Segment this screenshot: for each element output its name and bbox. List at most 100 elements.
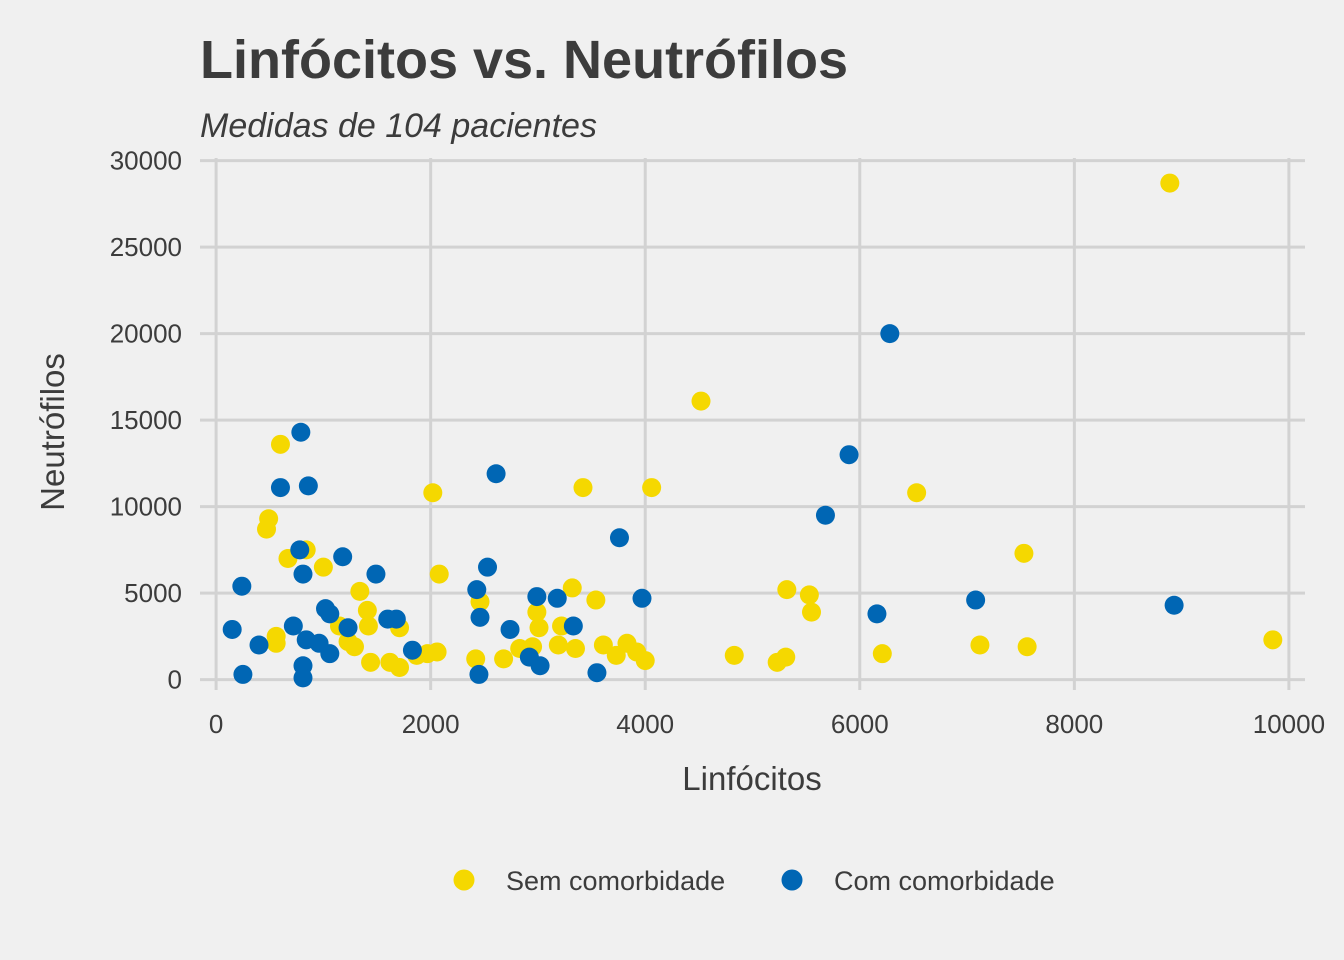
point-sem-comorbidade	[350, 581, 370, 601]
point-sem-comorbidade	[565, 638, 585, 658]
point-com-comorbidade	[320, 604, 340, 624]
point-com-comorbidade	[232, 576, 252, 596]
point-sem-comorbidade	[1014, 543, 1034, 563]
x-tick-label: 4000	[616, 709, 674, 739]
chart-subtitle: Medidas de 104 pacientes	[200, 107, 597, 145]
point-sem-comorbidade	[266, 633, 286, 653]
point-com-comorbidade	[283, 616, 303, 636]
point-sem-comorbidade	[548, 635, 568, 655]
point-sem-comorbidade	[344, 637, 364, 657]
y-tick-label: 10000	[110, 492, 182, 522]
point-com-comorbidade	[609, 528, 629, 548]
point-com-comorbidade	[1164, 595, 1184, 615]
chart-title: Linfócitos vs. Neutrófilos	[200, 30, 848, 90]
y-tick-label: 15000	[110, 405, 182, 435]
point-sem-comorbidade	[390, 658, 410, 678]
point-sem-comorbidade	[1160, 173, 1180, 193]
point-sem-comorbidade	[691, 391, 711, 411]
point-sem-comorbidade	[907, 483, 927, 503]
point-com-comorbidade	[290, 540, 310, 560]
point-com-comorbidade	[527, 587, 547, 607]
point-sem-comorbidade	[527, 602, 547, 622]
point-com-comorbidade	[500, 619, 520, 639]
point-com-comorbidade	[470, 607, 490, 627]
point-com-comorbidade	[547, 588, 567, 608]
point-sem-comorbidade	[586, 590, 606, 610]
point-sem-comorbidade	[642, 478, 662, 498]
point-com-comorbidade	[293, 564, 313, 584]
point-com-comorbidade	[478, 557, 498, 577]
legend-item-com-comorbidade-marker	[781, 869, 803, 891]
point-com-comorbidade	[298, 476, 318, 496]
y-tick-label: 0	[168, 665, 182, 695]
point-com-comorbidade	[966, 590, 986, 610]
point-com-comorbidade	[467, 580, 487, 600]
point-sem-comorbidade	[466, 649, 486, 669]
x-tick-label: 8000	[1045, 709, 1103, 739]
point-sem-comorbidade	[494, 649, 514, 669]
point-sem-comorbidade	[799, 585, 819, 605]
point-sem-comorbidade	[970, 635, 990, 655]
point-com-comorbidade	[632, 588, 652, 608]
point-com-comorbidade	[469, 664, 489, 684]
point-sem-comorbidade	[313, 557, 333, 577]
point-sem-comorbidade	[257, 519, 277, 539]
point-sem-comorbidade	[872, 644, 892, 664]
x-tick-label: 2000	[402, 709, 460, 739]
point-com-comorbidade	[320, 644, 340, 664]
legend-item-sem-comorbidade-marker	[453, 869, 475, 891]
point-sem-comorbidade	[429, 564, 449, 584]
x-axis-ticks: 0 2000 4000 6000 8000 10000	[209, 709, 1325, 739]
point-com-comorbidade	[486, 464, 506, 484]
y-tick-label: 30000	[110, 146, 182, 176]
point-sem-comorbidade	[573, 478, 593, 498]
point-sem-comorbidade	[361, 652, 381, 672]
point-sem-comorbidade	[423, 483, 443, 503]
point-com-comorbidade	[233, 664, 253, 684]
point-sem-comorbidade	[777, 580, 797, 600]
point-com-comorbidade	[402, 640, 422, 660]
y-tick-label: 25000	[110, 232, 182, 262]
legend-item-com-comorbidade-label: Com comorbidade	[834, 866, 1055, 896]
point-sem-comorbidade	[1263, 630, 1283, 650]
point-sem-comorbidade	[724, 645, 744, 665]
point-sem-comorbidade	[358, 616, 378, 636]
point-com-comorbidade	[880, 324, 900, 344]
point-sem-comorbidade	[593, 635, 613, 655]
legend-item-sem-comorbidade-label: Sem comorbidade	[506, 866, 725, 896]
y-tick-label: 20000	[110, 319, 182, 349]
point-sem-comorbidade	[270, 434, 290, 454]
point-com-comorbidade	[293, 668, 313, 688]
point-sem-comorbidade	[562, 578, 582, 598]
y-tick-label: 5000	[124, 578, 182, 608]
legend: Sem comorbidade Com comorbidade	[453, 866, 1055, 896]
y-axis-label: Neutrófilos	[34, 353, 71, 511]
point-com-comorbidade	[815, 505, 835, 525]
x-tick-label: 10000	[1253, 709, 1325, 739]
point-sem-comorbidade	[606, 645, 626, 665]
point-com-comorbidade	[366, 564, 386, 584]
x-tick-label: 6000	[831, 709, 889, 739]
point-sem-comorbidade	[529, 618, 549, 638]
point-sem-comorbidade	[635, 651, 655, 671]
point-com-comorbidade	[386, 609, 406, 629]
point-sem-comorbidade	[776, 647, 796, 667]
point-com-comorbidade	[530, 656, 550, 676]
point-sem-comorbidade	[1017, 637, 1037, 657]
point-sem-comorbidade	[357, 600, 377, 620]
point-com-comorbidade	[338, 618, 358, 638]
point-com-comorbidade	[867, 604, 887, 624]
point-sem-comorbidade	[802, 602, 822, 622]
point-com-comorbidade	[333, 547, 353, 567]
data-points	[222, 173, 1283, 688]
point-com-comorbidade	[563, 616, 583, 636]
point-com-comorbidade	[270, 478, 290, 498]
point-com-comorbidade	[249, 635, 269, 655]
point-com-comorbidade	[291, 422, 311, 442]
point-com-comorbidade	[222, 619, 242, 639]
x-tick-label: 0	[209, 709, 223, 739]
point-sem-comorbidade	[427, 642, 447, 662]
point-com-comorbidade	[587, 663, 607, 683]
y-axis-ticks: 0 5000 10000 15000 20000 25000 30000	[110, 146, 182, 695]
